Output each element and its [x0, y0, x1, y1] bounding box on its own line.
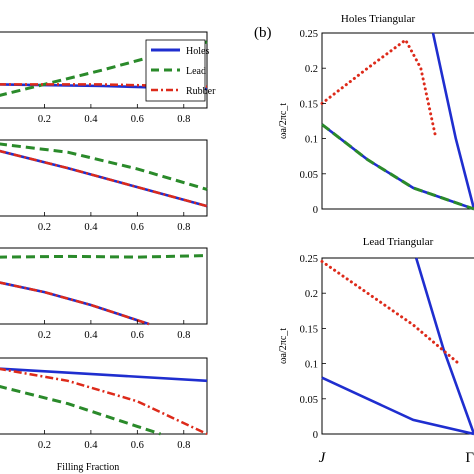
series-holes-branch-2	[431, 32, 474, 210]
x-tick-label: 0.2	[38, 440, 51, 451]
y-tick-label: 0.2	[305, 64, 318, 75]
x-tick-label: 0.6	[131, 114, 144, 125]
left-x-axis-label: Filling Fraction	[57, 462, 120, 473]
right-top-y-label: ωa/2πc_t	[278, 103, 289, 139]
right-bottom-title: Lead Triangular	[363, 236, 434, 248]
series-holes	[0, 367, 208, 383]
x-tick-label: 0.4	[84, 222, 98, 233]
x-tick-gamma: Γ	[465, 450, 474, 466]
x-tick-label: 0.4	[84, 440, 98, 451]
x-tick-label: 0.2	[38, 114, 51, 125]
right-top-frame	[321, 32, 474, 210]
y-tick-label: 0.05	[300, 170, 318, 181]
series-lead	[0, 385, 162, 436]
right-panel-bottom: Lead Triangular 0 0.05 0.1 0.15 0.2 0.25 ωa/2…	[278, 236, 474, 466]
x-tick-label: 0.8	[177, 440, 190, 451]
y-tick-label: 0.1	[305, 360, 318, 371]
x-tick-label: 0.8	[177, 222, 190, 233]
series-rubber-bands	[320, 260, 461, 366]
left-panel-3-frame	[0, 247, 208, 325]
legend: Holes Lead Rubber	[145, 39, 216, 102]
series-lead	[0, 40, 208, 97]
series-rubber	[0, 149, 208, 208]
series-holes-branch-2	[414, 257, 474, 435]
left-panel-1: 0.2 0.4 0.6 0.8 Holes Lead Rubber	[0, 31, 216, 125]
y-tick-label: 0.05	[300, 395, 318, 406]
y-tick-label: 0.15	[300, 99, 318, 110]
y-tick-label: 0	[313, 205, 318, 216]
left-panel-4: 0.2 0.4 0.6 0.8 Filling Fraction	[0, 357, 208, 473]
right-bottom-y-label: ωa/2πc_t	[278, 328, 289, 364]
x-tick-label: 0.2	[38, 222, 51, 233]
y-tick-label: 0.15	[300, 324, 318, 335]
y-tick-label: 0.2	[305, 289, 318, 300]
y-tick-label: 0.1	[305, 135, 318, 146]
series-holes-branch-1	[321, 376, 474, 436]
series-rubber	[0, 281, 150, 326]
x-tick-label: 0.6	[131, 222, 144, 233]
right-panel-top: Holes Triangular 0 0.05 0.1 0.15 0.2 0.25 ωa/…	[278, 13, 474, 216]
x-tick-label: 0.8	[177, 114, 190, 125]
legend-rubber-label: Rubber	[186, 86, 216, 97]
x-tick-label: 0.6	[131, 440, 144, 451]
y-tick-label: 0.25	[300, 29, 318, 40]
series-lead	[0, 142, 208, 191]
left-panel-2-frame	[0, 139, 208, 217]
right-top-title: Holes Triangular	[341, 13, 416, 25]
legend-lead-label: Lead	[186, 66, 206, 77]
series-holes-branch-1	[321, 123, 474, 211]
left-panel-1-frame	[0, 31, 208, 109]
x-tick-label: 0.4	[84, 330, 98, 341]
left-panel-4-frame	[0, 357, 208, 435]
right-bottom-frame	[321, 257, 474, 435]
x-tick-label: 0.4	[84, 114, 98, 125]
left-panel-3: 0.2 0.4 0.6 0.8	[0, 247, 208, 341]
series-rubber-bands	[320, 37, 438, 141]
series-lead	[0, 254, 208, 259]
legend-holes-label: Holes	[186, 46, 209, 57]
x-tick-label: 0.6	[131, 330, 144, 341]
y-tick-label: 0.25	[300, 254, 318, 265]
left-panel-2: 0.2 0.4 0.6 0.8	[0, 139, 208, 233]
series-rubber	[0, 83, 208, 88]
y-tick-label: 0	[313, 430, 318, 441]
x-tick-J: J	[319, 450, 327, 466]
panel-label-b: (b)	[254, 25, 272, 41]
x-tick-label: 0.8	[177, 330, 190, 341]
series-rubber	[0, 367, 208, 436]
series-lead	[321, 123, 474, 211]
x-tick-label: 0.2	[38, 330, 51, 341]
